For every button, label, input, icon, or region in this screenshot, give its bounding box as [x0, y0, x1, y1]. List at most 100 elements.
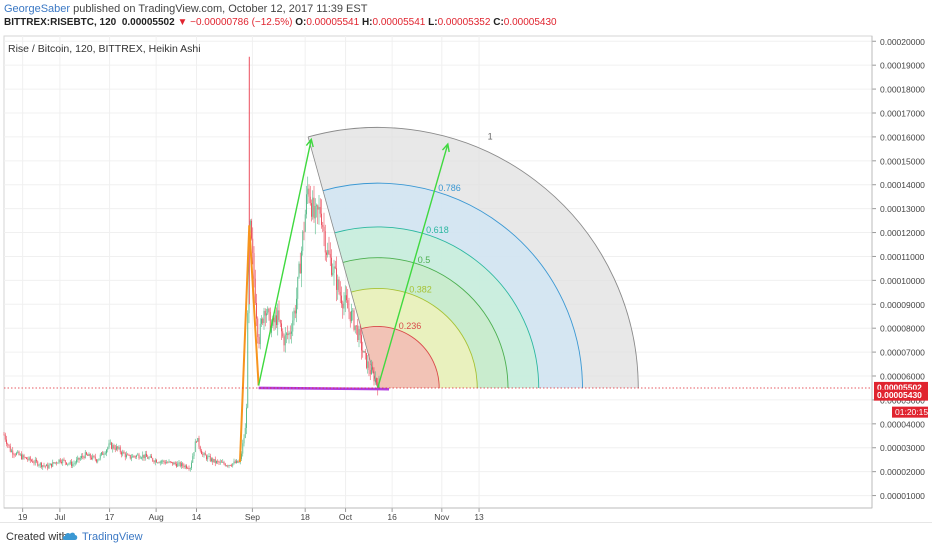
candle-body [9, 446, 11, 452]
candle-body [29, 457, 31, 461]
candle-body [336, 268, 337, 290]
candle-body [238, 461, 240, 463]
projection-arrow-1-head [305, 137, 314, 148]
candle-body [276, 315, 277, 325]
candle-body [258, 337, 260, 345]
candle-body [203, 453, 205, 455]
last-price: 0.00005502 [121, 17, 175, 28]
candle-body [99, 454, 101, 459]
candle-body [207, 456, 209, 460]
candle-body [23, 455, 25, 458]
candle-body [79, 458, 81, 460]
fib-arc [361, 326, 440, 388]
candle-body [142, 454, 144, 458]
y-tick-label: 0.00017000 [880, 108, 925, 118]
publisher-link[interactable]: GeorgeSaber [4, 3, 71, 15]
candle-body [331, 257, 332, 275]
high-value: 0.00005541 [372, 17, 426, 28]
fib-arc [322, 182, 583, 388]
impulse-line [238, 225, 251, 463]
candle-body [44, 465, 46, 467]
candle-body [232, 463, 234, 466]
y-tick-label: 0.00011000 [880, 252, 925, 262]
chart-area[interactable]: 0.236 0.382 0.5 0.618 0.786 1 0.00001000 0.000… [0, 32, 932, 522]
y-tick-label: 0.00004000 [880, 419, 925, 429]
candle-body [13, 454, 15, 456]
candle-body [122, 451, 124, 455]
candle-body [68, 463, 70, 465]
candle-body [352, 310, 354, 312]
candle-body [314, 205, 316, 219]
candle-body [66, 462, 67, 465]
candle-body [341, 295, 342, 304]
candle-body [112, 445, 114, 449]
candle-body [151, 456, 152, 459]
candle-body [126, 454, 127, 458]
candle-body [102, 452, 104, 455]
candle-body [169, 461, 171, 463]
chart-title: Rise / Bitcoin, 120, BITTREX, Heikin Ash… [8, 43, 201, 55]
candle-body [192, 456, 194, 463]
y-tick-label: 0.00018000 [880, 85, 925, 95]
candle-body [173, 462, 175, 465]
candle-body [101, 452, 102, 455]
candle-body [177, 463, 179, 467]
candle-body [311, 203, 312, 217]
candle-body [308, 188, 310, 197]
candle-body [82, 456, 84, 457]
candle-body [202, 454, 204, 455]
candle-body [14, 454, 16, 456]
candle-body [147, 456, 149, 459]
candle-body [212, 458, 214, 463]
candle-body [152, 458, 154, 461]
y-tick-label: 0.00015000 [880, 156, 925, 166]
candle-body [339, 291, 341, 296]
candle-body [304, 214, 306, 232]
candle-body [283, 336, 285, 346]
candle-body [263, 310, 265, 324]
candle-body [266, 313, 267, 316]
publish-line: GeorgeSaber published on TradingView.com… [4, 3, 367, 15]
candle-body [269, 311, 271, 333]
candle-body [38, 465, 40, 466]
candle-body [244, 427, 246, 439]
candle-body [334, 266, 336, 269]
price-label-bg [874, 381, 928, 393]
candle-body [364, 351, 366, 354]
candle-body [286, 333, 287, 335]
candle-body [237, 460, 239, 463]
candle-body [268, 308, 270, 312]
candle-body [143, 454, 145, 459]
candle-body [174, 462, 176, 464]
candle-body [343, 301, 345, 309]
candle-body [253, 253, 255, 279]
x-tick-label: Aug [149, 512, 164, 522]
created-with-label: Created with [6, 531, 68, 543]
candle-body [357, 325, 359, 341]
candle-body [208, 455, 210, 457]
candle-body [7, 443, 9, 445]
candle-body [204, 453, 206, 456]
candle-body [124, 453, 126, 458]
tradingview-logo[interactable]: TradingView [62, 531, 143, 543]
candle-body [347, 300, 349, 309]
candle-body [241, 453, 242, 459]
y-tick-label: 0.00003000 [880, 443, 925, 453]
candle-body [294, 310, 296, 314]
x-tick-label: Sep [245, 512, 260, 522]
y-tick-label: 0.00013000 [880, 204, 925, 214]
candle-body [62, 459, 64, 463]
symbol-line: BITTREX:RISEBTC, 120 0.00005502 ▼ −0.000… [4, 17, 557, 28]
candle-body [246, 407, 247, 428]
candle-body [274, 315, 276, 323]
candle-body [21, 454, 22, 460]
candle-body [76, 459, 77, 463]
candle-body [54, 462, 56, 464]
candle-body [117, 446, 119, 449]
y-tick-label: 0.00019000 [880, 61, 925, 71]
candle-body [231, 465, 232, 467]
candle-body [22, 455, 24, 460]
candle-body [256, 303, 257, 319]
high-label: H: [361, 17, 373, 28]
